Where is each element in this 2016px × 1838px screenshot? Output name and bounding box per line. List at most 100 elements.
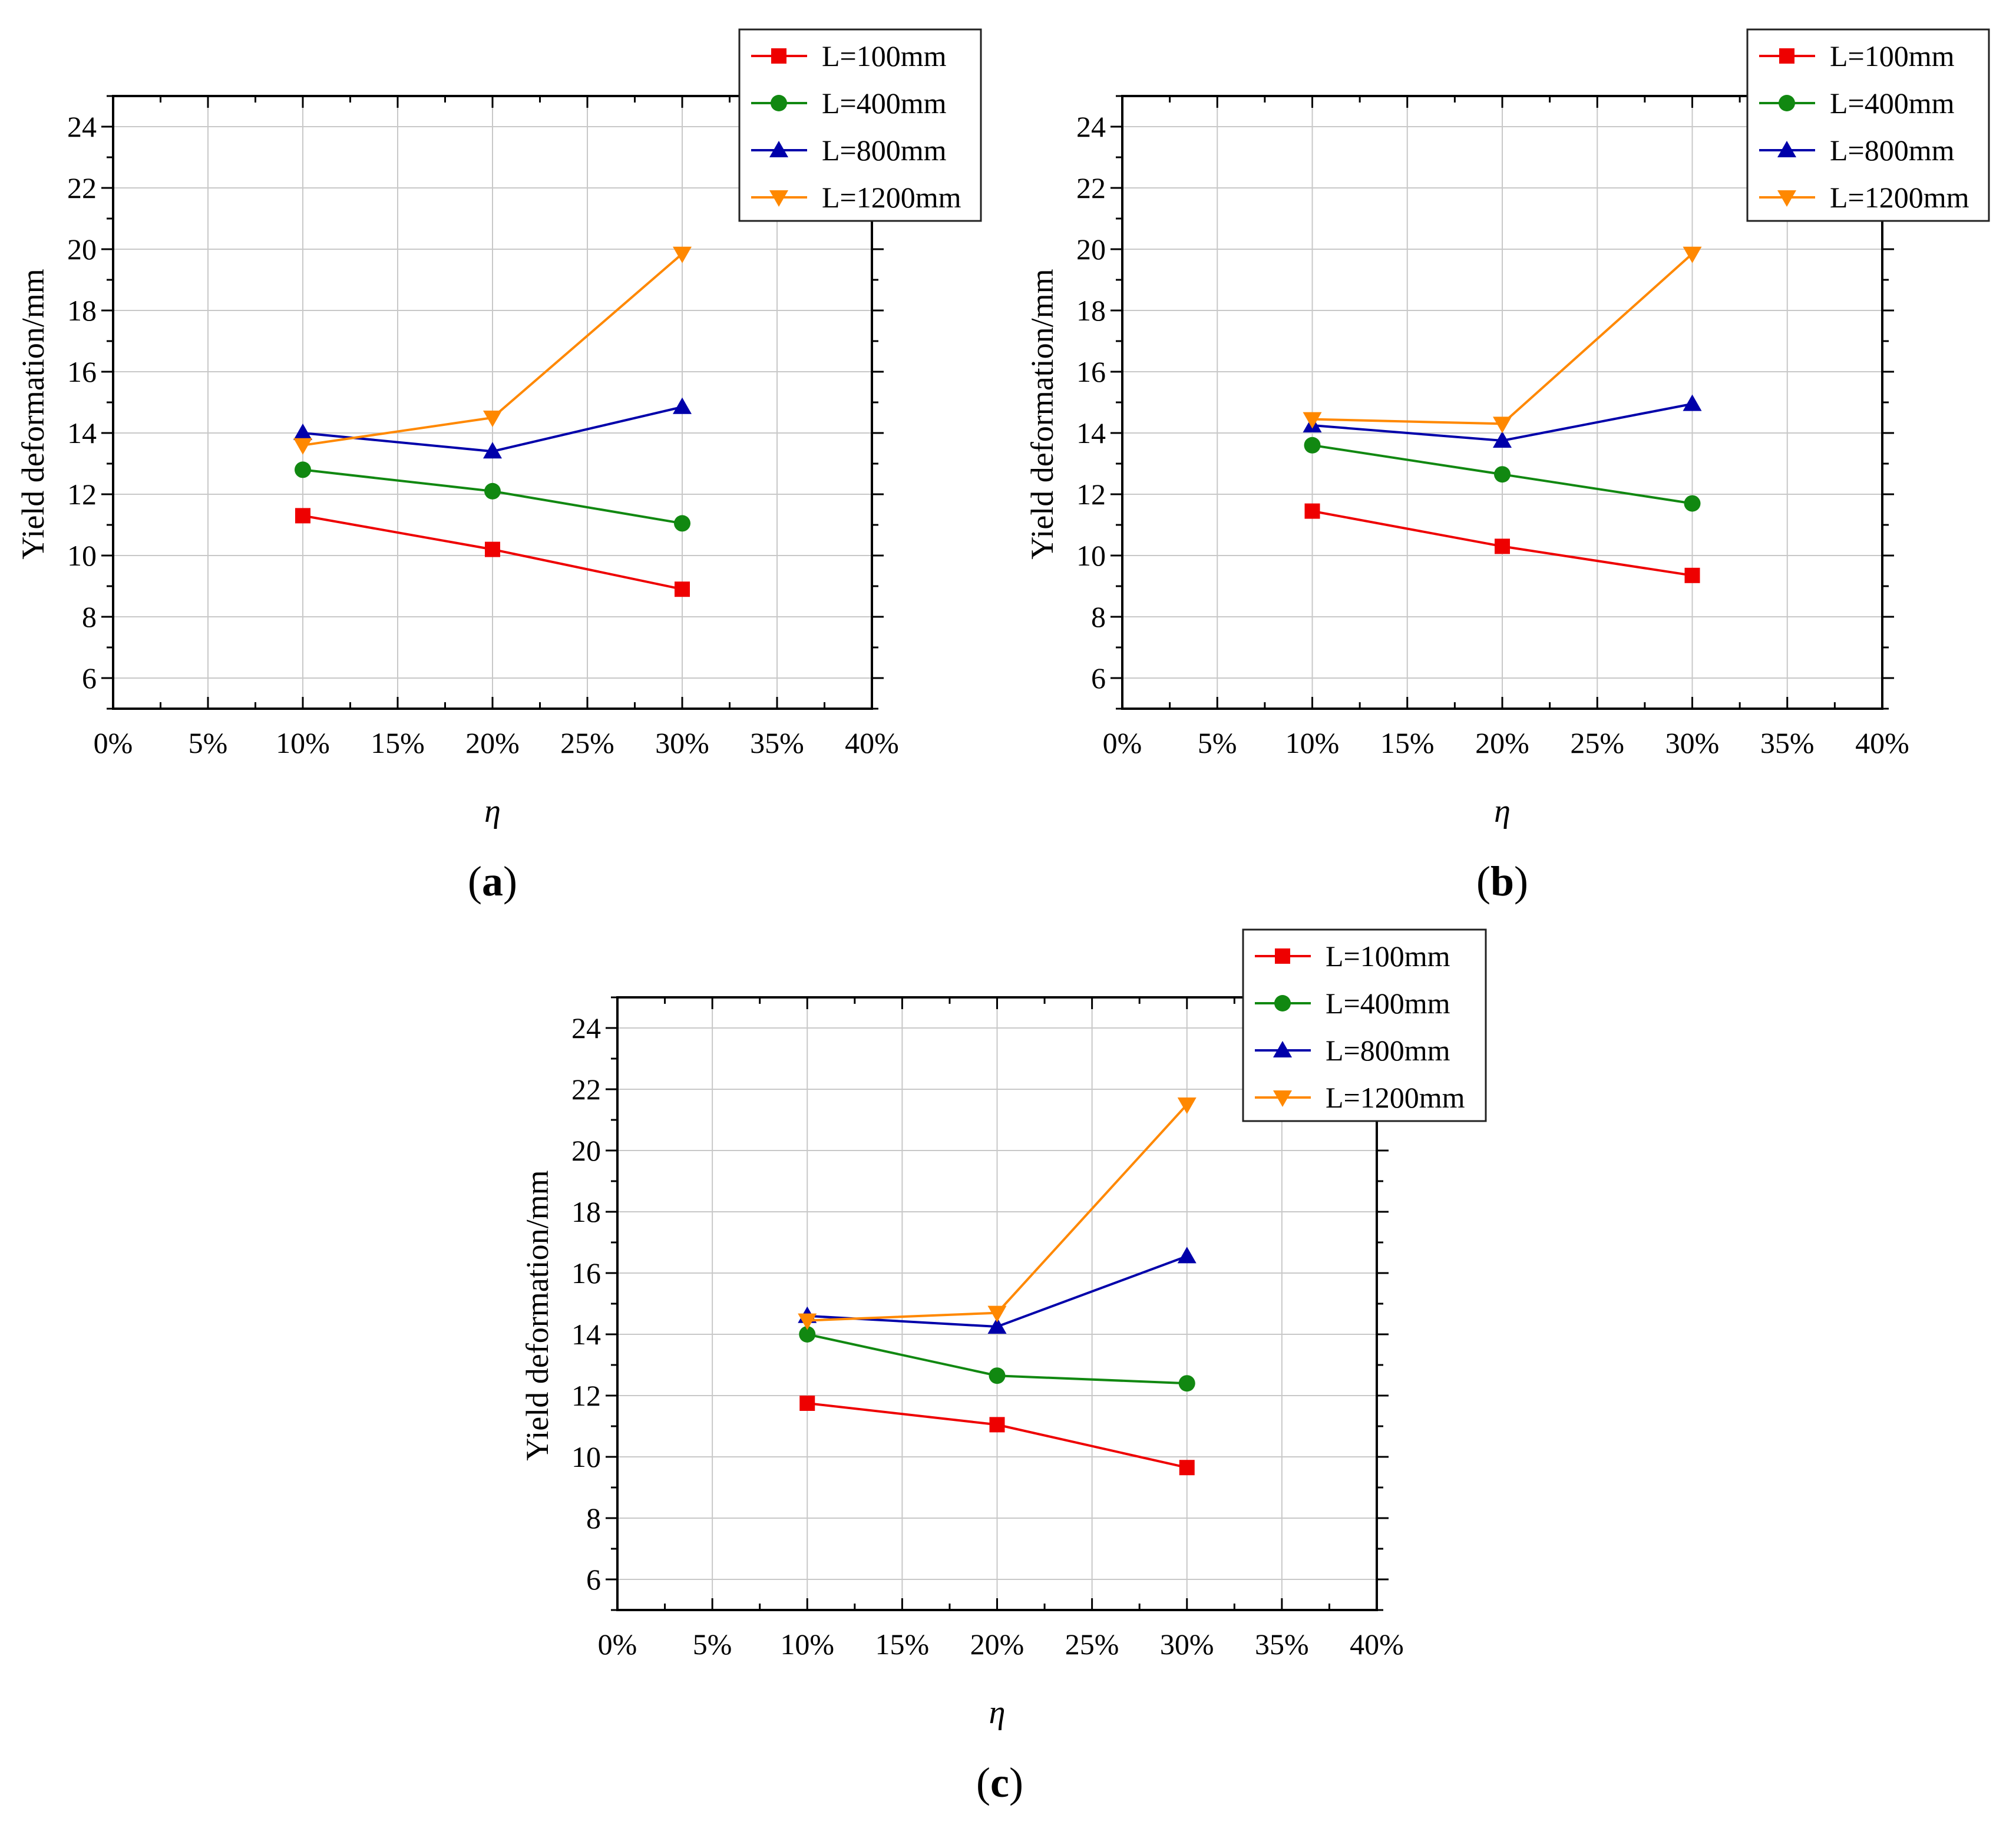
- y-tick-label: 10: [571, 1440, 601, 1473]
- data-point: [1179, 1460, 1195, 1476]
- data-point: [987, 1305, 1007, 1323]
- legend-entry: L=1200mm: [1255, 1081, 1465, 1114]
- data-point: [483, 411, 502, 427]
- legend-marker: [1273, 1041, 1292, 1057]
- x-tick-label: 25%: [1570, 726, 1624, 759]
- series-L=100mm: [799, 1396, 1195, 1476]
- panel-label: (c): [976, 1759, 1023, 1806]
- data-point: [293, 438, 312, 455]
- legend-label: L=1200mm: [822, 181, 961, 214]
- x-tick-label: 0%: [94, 726, 133, 759]
- y-tick-label: 20: [1076, 233, 1106, 266]
- data-point: [1495, 538, 1510, 554]
- legend-label: L=800mm: [822, 134, 947, 167]
- y-tick-label: 24: [67, 110, 97, 143]
- y-axis-title: Yield deformation/mm: [520, 1170, 555, 1460]
- y-tick-label: 14: [67, 416, 97, 449]
- data-point: [673, 397, 692, 414]
- data-point: [1177, 1247, 1197, 1264]
- series-L=400mm: [1304, 437, 1701, 512]
- data-point: [1304, 503, 1320, 519]
- legend-label: L=800mm: [1830, 134, 1955, 167]
- legend-marker: [1275, 948, 1290, 964]
- chart-panel-c: 0% 5% 10% 15% 20% 25% 30% 35% 40% 6 8 10 12 14 16 18 20 2…: [520, 928, 1487, 1806]
- legend-marker: [771, 48, 786, 64]
- legend-marker: [769, 141, 788, 157]
- panel-label-open: (: [1476, 858, 1490, 905]
- x-tick-label: 30%: [1665, 726, 1720, 759]
- y-tick-label: 10: [67, 539, 97, 572]
- x-tick-label: 40%: [1855, 726, 1909, 759]
- x-axis-title: η: [989, 1694, 1006, 1731]
- panel-label-open: (: [468, 858, 482, 905]
- data-point: [1684, 567, 1700, 583]
- y-tick-label: 6: [82, 662, 97, 695]
- y-tick-label: 12: [67, 478, 97, 511]
- data-point: [1684, 495, 1701, 512]
- legend-marker: [1779, 48, 1794, 64]
- x-tick-label: 35%: [1760, 726, 1815, 759]
- x-tick-label: 35%: [750, 726, 804, 759]
- legend-entry: L=400mm: [1255, 987, 1450, 1020]
- data-point: [674, 515, 690, 532]
- legend-label: L=100mm: [1830, 39, 1955, 72]
- data-point: [1304, 437, 1321, 454]
- y-tick-label: 12: [571, 1379, 601, 1412]
- legend-entry: L=1200mm: [1759, 181, 1969, 214]
- panel-label: (b): [1476, 858, 1528, 905]
- data-point: [1177, 1097, 1197, 1114]
- x-ticks: [616, 997, 1378, 1610]
- x-tick-label: 25%: [1065, 1628, 1119, 1661]
- legend-label: L=400mm: [822, 87, 947, 120]
- data-point: [673, 246, 692, 263]
- x-tick-label: 10%: [1285, 726, 1340, 759]
- y-tick-label: 16: [571, 1257, 601, 1290]
- legend-entry: L=100mm: [1759, 39, 1955, 72]
- y-tick-label: 20: [67, 233, 97, 266]
- x-tick-label: 20%: [465, 726, 520, 759]
- legend: L=100mm L=400mm L=800mm L=1200mm: [738, 28, 982, 222]
- data-point: [295, 461, 311, 478]
- y-axis-title: Yield deformation/mm: [15, 269, 51, 559]
- data-point: [295, 508, 310, 524]
- panel-label-close: ): [1009, 1759, 1023, 1806]
- series-L=800mm: [1303, 394, 1702, 448]
- legend-label: L=400mm: [1830, 87, 1955, 120]
- legend-marker: [1274, 995, 1291, 1011]
- data-point: [1178, 1375, 1195, 1392]
- series-L=1200mm: [1303, 246, 1702, 434]
- panel-label: (a): [468, 858, 517, 905]
- series-L=400mm: [799, 1326, 1195, 1392]
- x-tick-label: 10%: [276, 726, 330, 759]
- x-tick-label: 15%: [1380, 726, 1435, 759]
- data-point: [1303, 412, 1322, 429]
- y-tick-label: 6: [1091, 662, 1106, 695]
- series-L=1200mm: [293, 246, 692, 455]
- y-axis-title: Yield deformation/mm: [1024, 269, 1060, 559]
- legend-marker: [1777, 141, 1796, 157]
- y-tick-label: 6: [586, 1563, 601, 1596]
- y-tick-label: 24: [1076, 110, 1106, 143]
- x-tick-label: 40%: [845, 726, 899, 759]
- data-point: [483, 442, 502, 459]
- x-tick-label: 5%: [1198, 726, 1237, 759]
- panel-label-letter: b: [1490, 858, 1514, 905]
- data-point: [989, 1417, 1005, 1433]
- data-point: [484, 482, 501, 500]
- y-tick-label: 14: [1076, 416, 1106, 449]
- data-point: [1683, 394, 1702, 411]
- data-point: [799, 1396, 815, 1411]
- data-point: [987, 1317, 1007, 1334]
- y-tick-label: 22: [67, 171, 97, 204]
- x-tick-label: 30%: [1160, 1628, 1214, 1661]
- legend-marker: [1273, 1090, 1292, 1107]
- legend-marker: [1777, 190, 1796, 207]
- panel-label-letter: c: [990, 1759, 1009, 1806]
- data-point: [798, 1313, 817, 1330]
- panel-label-open: (: [976, 1759, 990, 1806]
- x-tick-label: 0%: [1103, 726, 1142, 759]
- x-tick-label: 35%: [1255, 1628, 1309, 1661]
- x-tick-label: 20%: [970, 1628, 1024, 1661]
- series-L=100mm: [1304, 503, 1700, 583]
